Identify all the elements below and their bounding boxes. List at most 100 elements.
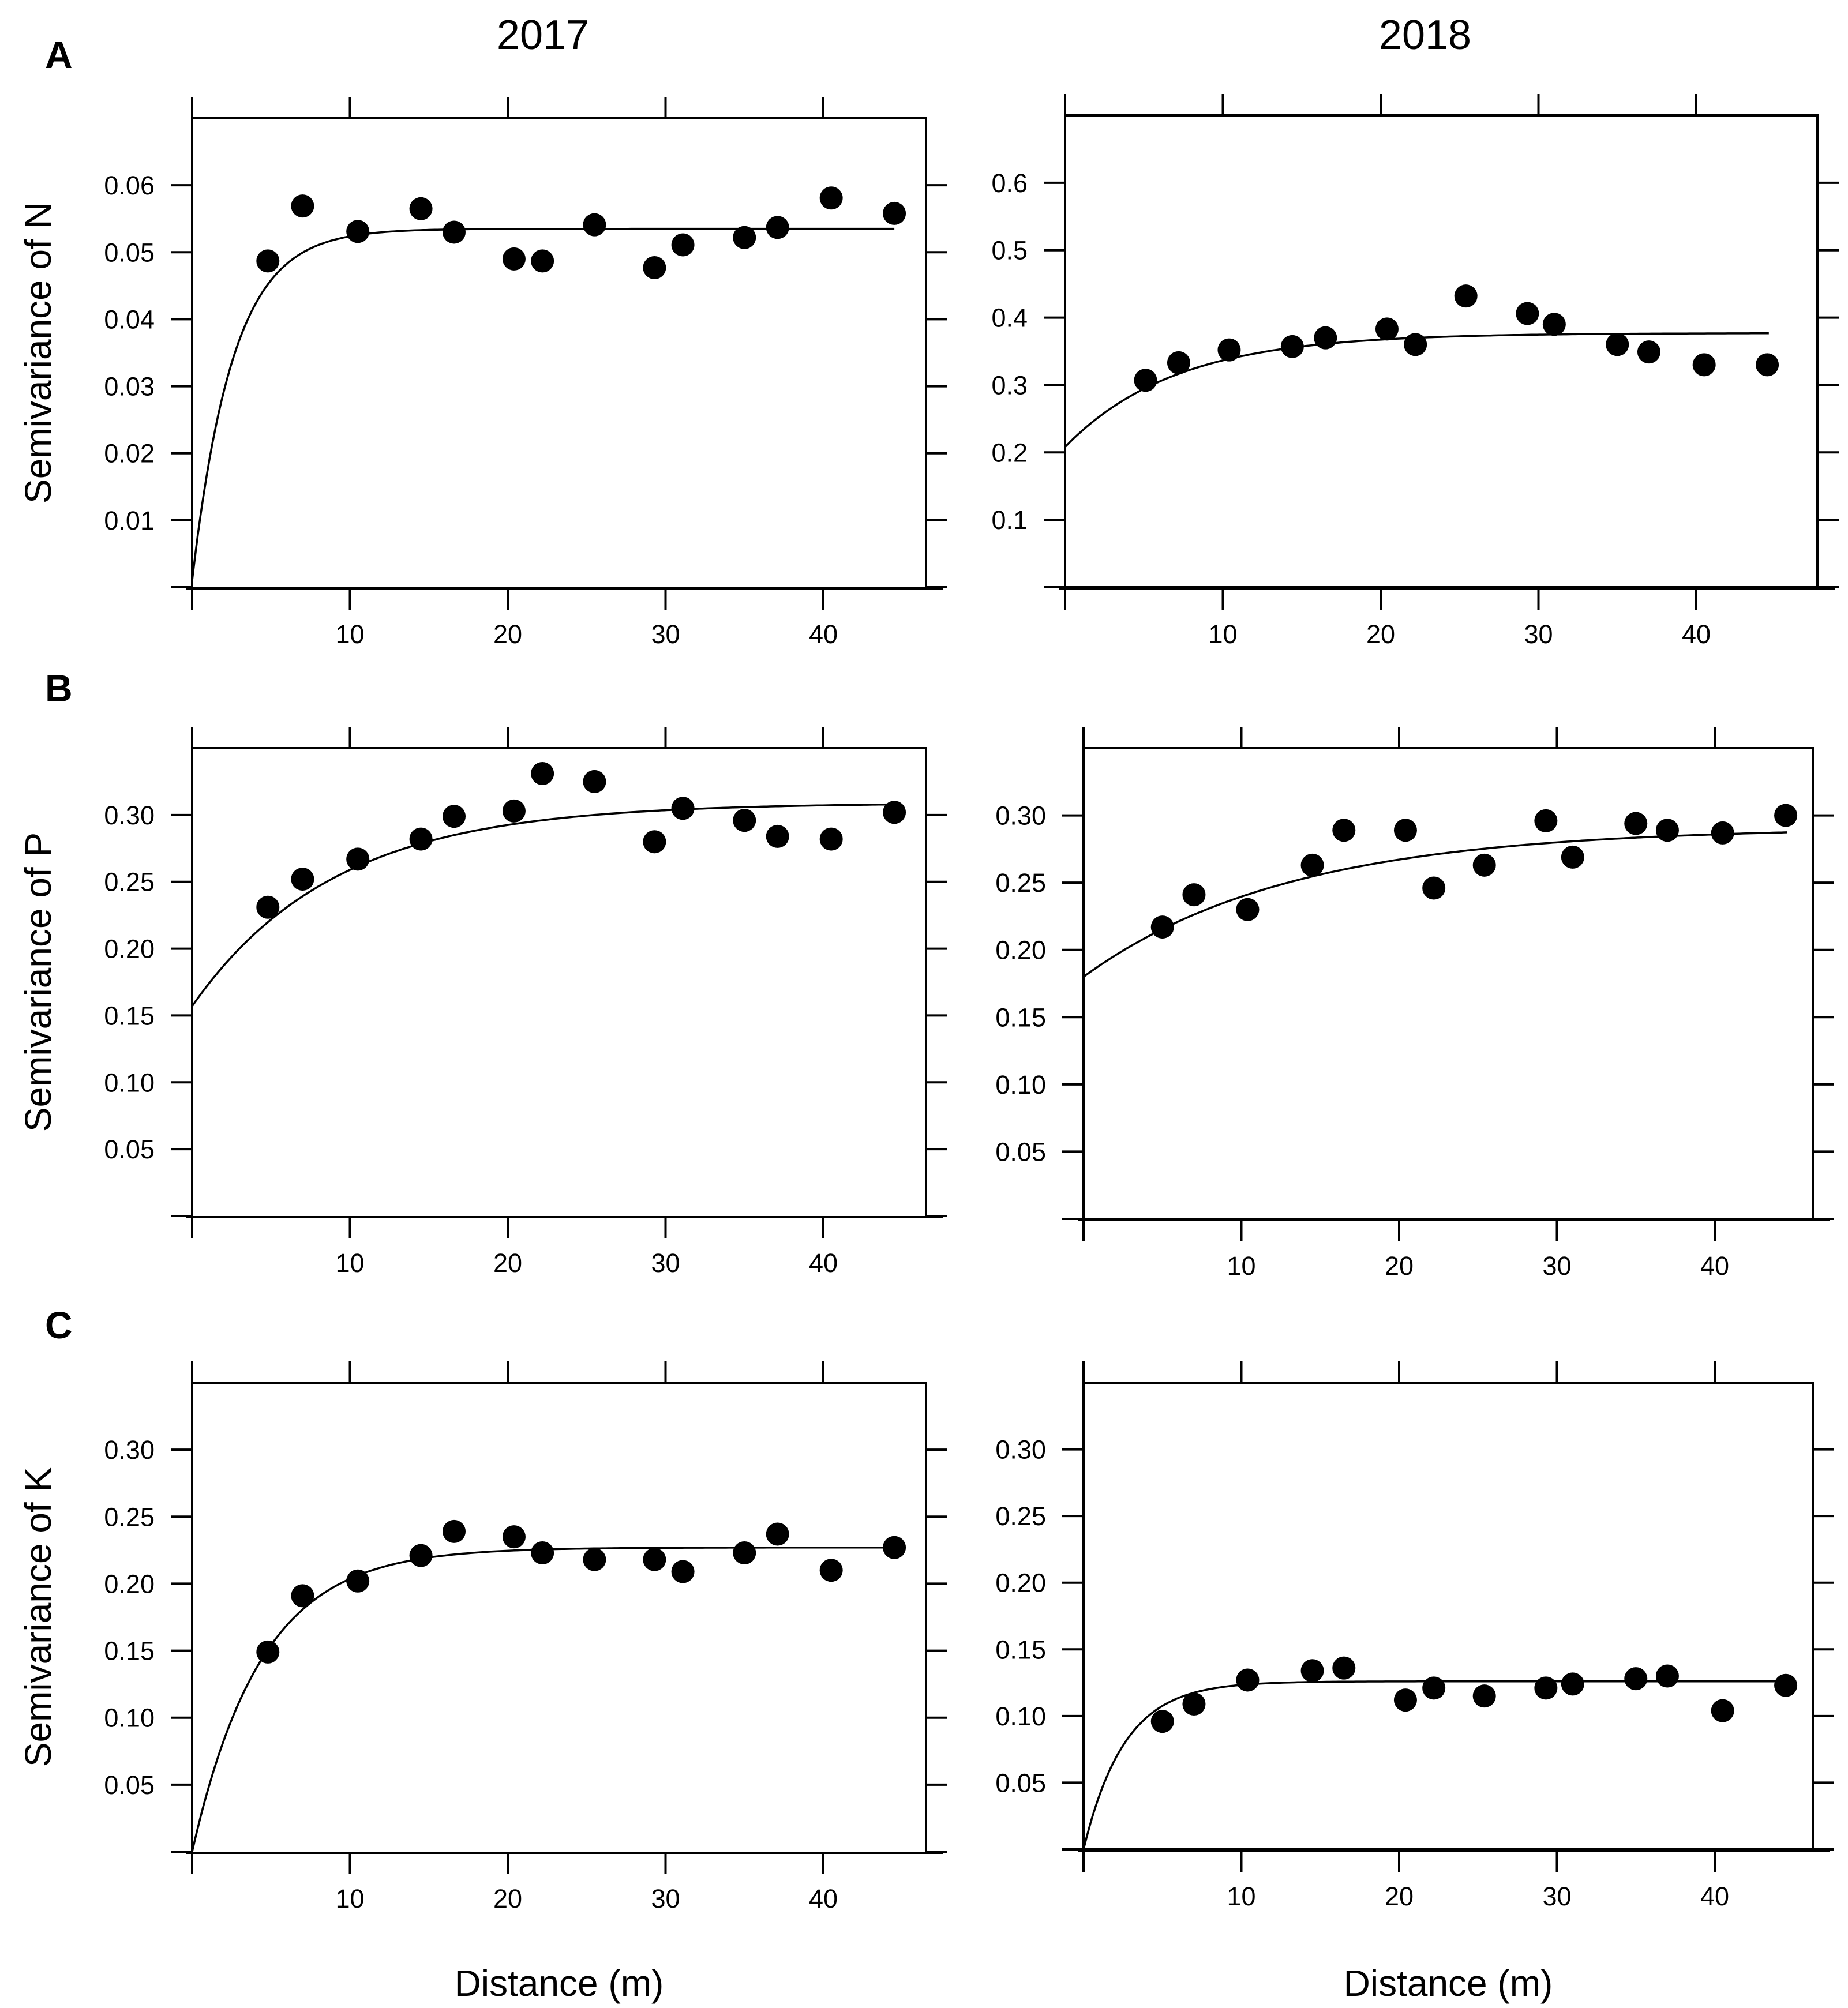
data-point [1134,369,1157,392]
x-tick-label: 20 [1385,1251,1414,1281]
x-tick-label: 10 [1227,1251,1255,1281]
data-point [583,770,606,793]
data-point [1182,883,1206,907]
data-point [443,220,466,244]
y-tick-label: 0.30 [104,801,155,830]
data-point [819,186,843,210]
data-point [502,1525,526,1549]
data-point [1774,804,1798,827]
x-tick-label: 40 [1700,1251,1729,1281]
column-title: 2017 [497,12,589,58]
data-point [1624,812,1648,835]
y-tick-label: 0.30 [104,1435,155,1465]
data-point [766,216,789,239]
data-point [1637,340,1660,364]
y-tick-label: 0.2 [991,438,1028,467]
x-tick-label: 10 [335,1248,364,1278]
x-tick-label: 10 [1227,1882,1255,1911]
data-point [1774,1673,1798,1697]
y-tick-label: 0.02 [104,439,155,468]
data-point [766,1522,789,1546]
data-point [671,797,695,820]
data-point [819,1559,843,1582]
data-point [671,1560,695,1583]
y-tick-label: 0.20 [104,934,155,964]
y-tick-label: 0.25 [995,868,1046,898]
data-point [1150,915,1174,939]
y-tick-label: 0.10 [104,1068,155,1097]
data-point [643,1548,666,1571]
data-point [409,197,433,220]
x-tick-label: 40 [1682,620,1711,649]
data-point [1472,1684,1496,1708]
data-point [346,847,370,871]
data-point [1561,1672,1584,1696]
data-point [1332,1656,1356,1680]
y-tick-label: 0.15 [995,1003,1046,1032]
panels-root: 10 20 30 40 0.01 0.02 0.03 0.04 0.05 0.06 Semivari… [17,12,1839,2004]
data-point [1314,326,1337,350]
data-point [346,1569,370,1593]
data-point [1280,335,1304,358]
data-point [1150,1710,1174,1733]
data-point [733,226,756,249]
x-tick-label: 30 [651,1884,680,1913]
y-tick-label: 0.30 [995,1435,1046,1465]
data-point [502,247,526,271]
y-tick-label: 0.20 [995,936,1046,965]
data-point [1332,819,1356,842]
data-point [733,809,756,832]
panel-p2017: 10 20 30 40 0.05 0.10 0.15 0.20 0.25 0.30 Semivari… [17,727,947,1278]
x-tick-label: 20 [1385,1882,1414,1911]
y-tick-label: 0.4 [991,303,1028,333]
data-point [883,1536,906,1559]
panel-k2018: 10 20 30 40 0.05 0.10 0.15 0.20 0.25 0.30 Distance… [995,1361,1834,2004]
data-point [1516,302,1539,325]
data-point [1167,351,1190,374]
y-tick-label: 0.05 [104,1770,155,1800]
data-point [883,201,906,225]
data-point [1534,1676,1558,1700]
data-point [733,1541,756,1565]
y-tick-label: 0.05 [104,238,155,267]
y-tick-label: 0.25 [995,1502,1046,1531]
plot-frame [1082,1382,1814,1851]
x-tick-label: 40 [809,1248,838,1278]
column-title: 2018 [1379,12,1471,58]
data-point [766,824,789,848]
plot-frame [191,747,927,1216]
x-tick-label: 30 [651,620,680,649]
x-tick-label: 30 [651,1248,680,1278]
data-point [1711,821,1734,845]
data-point [1393,1688,1417,1712]
x-axis-title: Distance (m) [455,1962,664,2004]
fitted-model-curve [191,803,896,1007]
y-tick-label: 0.05 [104,1135,155,1164]
data-point [1454,284,1478,308]
y-tick-label: 0.01 [104,506,155,535]
y-tick-label: 0.15 [104,1001,155,1030]
y-tick-label: 0.25 [104,868,155,897]
data-point [883,801,906,824]
plot-frame [1082,747,1814,1220]
y-tick-label: 0.06 [104,171,155,200]
data-point [256,1640,280,1664]
data-point [291,194,314,218]
data-point [1422,876,1446,900]
y-tick-label: 0.05 [995,1137,1046,1166]
panel-k2017: 10 20 30 40 0.05 0.10 0.15 0.20 0.25 0.30 Semivari… [17,1361,947,2004]
x-tick-label: 20 [493,620,522,649]
data-point [1217,338,1241,362]
y-tick-label: 0.20 [995,1568,1046,1598]
panel-letter: C [45,1304,73,1346]
plot-frame [191,117,927,587]
data-point [1375,317,1399,341]
y-tick-label: 0.04 [104,305,155,334]
x-tick-label: 20 [493,1248,522,1278]
y-tick-label: 0.25 [104,1502,155,1532]
data-point [643,256,666,279]
y-tick-label: 0.05 [995,1768,1046,1797]
data-point [583,1548,606,1571]
data-point [583,213,606,237]
